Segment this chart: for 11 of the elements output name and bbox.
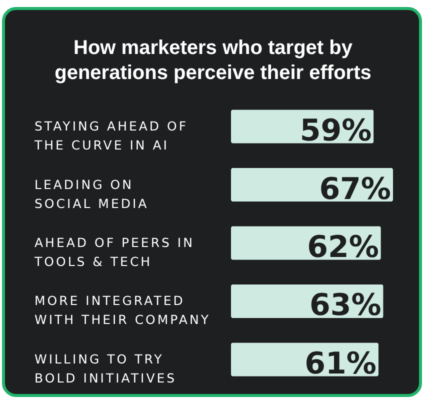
data-label: 63% [310, 288, 382, 324]
y-tick-label: AHEAD OF PEERS IN TOOLS & TECH [34, 235, 194, 269]
data-label: 67% [319, 172, 391, 207]
data-label: 62% [307, 230, 379, 265]
y-tick-label: LEADING ON SOCIAL MEDIA [34, 176, 149, 211]
y-tick-label: MORE INTEGRATED WITH THEIR COMPANY [34, 293, 210, 328]
y-tick-label: WILLING TO TRY BOLD INITIATIVES [34, 351, 177, 386]
data-label: 59% [300, 114, 372, 149]
y-tick-label: STAYING AHEAD OF THE CURVE IN AI [34, 118, 188, 153]
chart-title: How marketers who target by generations perceive their efforts [54, 36, 372, 86]
data-label: 61% [304, 346, 376, 382]
